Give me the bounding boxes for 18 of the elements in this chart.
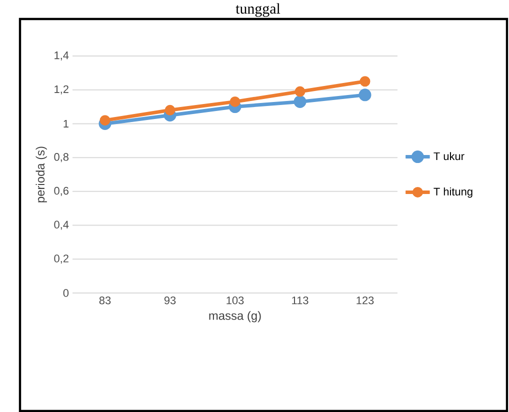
x-tick-label: 103 xyxy=(226,296,244,304)
legend-label: T hitung xyxy=(434,187,472,198)
chart-title: tunggal xyxy=(236,3,280,17)
y-tick-label: 1,2 xyxy=(54,85,68,94)
x-tick-label: 123 xyxy=(356,296,374,304)
y-tick-label: 0 xyxy=(63,289,69,297)
y-tick-label: 0,4 xyxy=(54,220,69,230)
y-tick-label: 0,6 xyxy=(54,186,69,196)
legend-label: T ukur xyxy=(434,152,464,160)
y-tick-label: 1,4 xyxy=(54,51,69,60)
x-axis-title: massa (g) xyxy=(209,311,261,322)
x-tick-label: 83 xyxy=(99,296,111,304)
y-tick-label: 0,2 xyxy=(54,254,68,264)
x-tick-label: 113 xyxy=(292,296,308,304)
y-tick-label: 1 xyxy=(64,120,68,128)
y-axis-title: perioda (s) xyxy=(36,146,47,202)
x-tick-label: 93 xyxy=(164,296,176,304)
y-tick-label: 0,8 xyxy=(54,153,69,162)
